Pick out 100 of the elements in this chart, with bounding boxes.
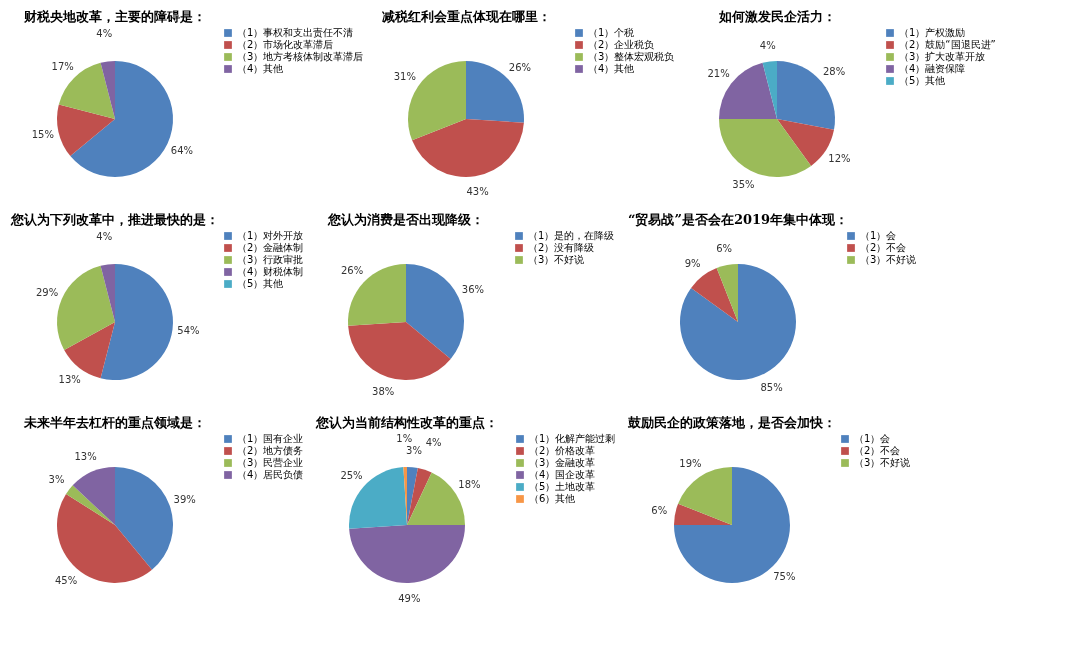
legend-label: （3）民营企业	[237, 457, 304, 468]
pie-slice	[412, 119, 524, 177]
data-label: 13%	[58, 374, 81, 386]
chart-title: 您认为消费是否出现降级：	[327, 212, 484, 227]
data-label: 3%	[48, 473, 65, 485]
legend-label: （2）地方债务	[237, 445, 304, 456]
data-label: 64%	[170, 144, 194, 156]
pie-slice	[407, 467, 418, 525]
data-label: 3%	[406, 445, 422, 457]
data-label: 26%	[508, 62, 532, 74]
data-label: 6%	[651, 505, 668, 517]
legend-label: （1）事权和支出责任不清	[237, 27, 354, 38]
data-label: 36%	[461, 284, 485, 296]
pie-slice	[57, 493, 152, 583]
pie-slice	[115, 467, 173, 570]
pie-slice	[719, 119, 812, 177]
data-label: 4%	[759, 39, 776, 51]
data-label: 43%	[466, 186, 489, 198]
legend-label: （4）财税体制	[237, 266, 304, 277]
legend-label: （3）行政审批	[237, 254, 304, 265]
data-label: 85%	[760, 381, 783, 393]
data-label: 17%	[51, 60, 74, 72]
pie-slice	[691, 268, 738, 322]
legend-label: （4）其他	[237, 63, 284, 74]
pie-slice	[406, 264, 464, 359]
pie-slice	[349, 525, 465, 583]
pie-slice	[762, 61, 777, 119]
chart-title: 未来半年去杠杆的重点领域是：	[23, 415, 206, 430]
data-label: 38%	[372, 386, 395, 398]
legend-label: （5）其他	[899, 75, 946, 86]
chart-title: 如何激发民企活力：	[717, 9, 836, 24]
data-label: 19%	[679, 457, 702, 469]
legend-label: （1）会	[854, 433, 891, 444]
pie-slice	[100, 61, 115, 119]
legend-label: （2）金融体制	[237, 242, 304, 253]
data-label: 31%	[393, 71, 416, 83]
legend-label: （1）个税	[588, 27, 635, 38]
pie-slice	[716, 264, 738, 322]
legend-label: （4）国企改革	[529, 469, 596, 480]
data-label: 13%	[74, 451, 97, 463]
legend-label: （3）扩大改革开放	[899, 51, 986, 62]
chart-title: 您认为下列改革中，推进最快的是：	[10, 212, 219, 227]
legend-label: （2）价格改革	[529, 445, 596, 456]
legend-label: （3）不好说	[854, 457, 911, 468]
pie-slice	[100, 264, 115, 322]
data-label: 4%	[96, 230, 113, 242]
pie-slice	[57, 104, 115, 156]
pie-slice	[407, 468, 432, 525]
data-label: 28%	[822, 65, 846, 77]
pie-slice	[674, 503, 732, 525]
legend-label: （5）其他	[237, 278, 284, 289]
data-label: 4%	[96, 27, 113, 39]
legend-label: （1）化解产能过剩	[529, 433, 616, 444]
data-label: 45%	[54, 574, 78, 586]
data-label: 1%	[396, 433, 413, 445]
chart-title: “贸易战”是否会在2019年集中体现：	[627, 212, 849, 227]
chart-title: 您认为当前结构性改革的重点：	[315, 415, 498, 430]
chart-title: 财税央地改革，主要的障碍是：	[23, 9, 206, 24]
legend-label: （3）不好说	[528, 254, 585, 265]
pie-slice	[348, 322, 451, 380]
legend-label: （2）市场化改革滞后	[237, 39, 334, 50]
data-label: 15%	[31, 129, 54, 141]
legend-label: （1）是的，在降级	[528, 230, 615, 241]
legend-label: （2）不会	[860, 242, 907, 253]
legend-label: （1）对外开放	[237, 230, 304, 241]
legend-label: （1）产权激励	[899, 27, 966, 38]
legend-label: （3）地方考核体制改革滞后	[237, 51, 364, 62]
chart-title: 鼓励民企的政策落地，是否会加快：	[627, 415, 836, 430]
legend-label: （3）金融改革	[529, 457, 596, 468]
data-label: 49%	[398, 592, 421, 604]
legend-label: （2）企业税负	[588, 39, 655, 50]
data-label: 29%	[35, 286, 59, 298]
data-label: 9%	[684, 257, 701, 269]
legend-label: （6）其他	[529, 493, 576, 504]
legend-label: （4）融资保障	[899, 63, 966, 74]
legend-label: （1）会	[860, 230, 897, 241]
pie-slice	[57, 265, 115, 350]
data-label: 39%	[173, 493, 196, 505]
legend-label: （1）国有企业	[237, 433, 304, 444]
data-label: 75%	[773, 571, 796, 583]
data-label: 4%	[425, 437, 442, 449]
data-label: 54%	[177, 325, 200, 337]
data-label: 21%	[707, 67, 730, 79]
data-label: 6%	[716, 243, 733, 255]
data-label: 25%	[340, 470, 363, 482]
pie-slice	[72, 467, 115, 525]
legend-label: （3）整体宏观税负	[588, 51, 675, 62]
data-label: 12%	[828, 152, 851, 164]
legend-label: （4）居民负债	[237, 469, 304, 480]
data-label: 18%	[458, 479, 481, 491]
chart-title: 减税红利会重点体现在哪里：	[381, 9, 551, 24]
legend-label: （2）鼓励“国退民进”	[899, 39, 996, 50]
legend-label: （5）土地改革	[529, 481, 596, 492]
legend-label: （2）不会	[854, 445, 901, 456]
data-label: 26%	[340, 265, 364, 277]
legend-label: （2）没有降级	[528, 242, 595, 253]
data-label: 35%	[732, 178, 755, 190]
legend-label: （4）其他	[588, 63, 635, 74]
legend-label: （3）不好说	[860, 254, 917, 265]
pie-slice	[100, 264, 173, 380]
